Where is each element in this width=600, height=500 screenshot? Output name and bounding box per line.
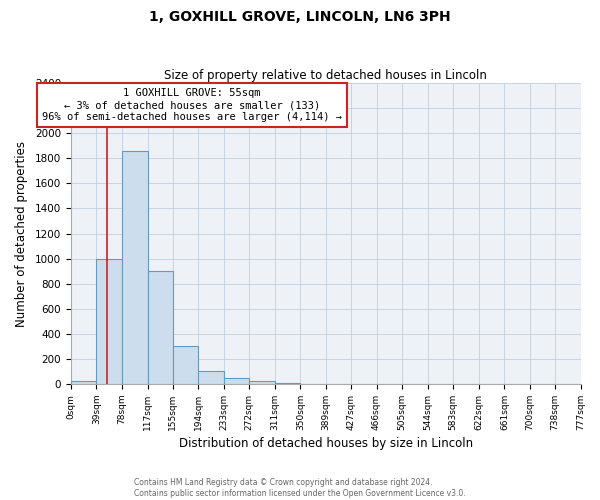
- Bar: [97, 258, 122, 384]
- Y-axis label: Number of detached properties: Number of detached properties: [15, 140, 28, 326]
- Text: Contains HM Land Registry data © Crown copyright and database right 2024.
Contai: Contains HM Land Registry data © Crown c…: [134, 478, 466, 498]
- Title: Size of property relative to detached houses in Lincoln: Size of property relative to detached ho…: [164, 69, 487, 82]
- Bar: [173, 346, 198, 384]
- Text: 1, GOXHILL GROVE, LINCOLN, LN6 3PH: 1, GOXHILL GROVE, LINCOLN, LN6 3PH: [149, 10, 451, 24]
- Bar: [71, 382, 97, 384]
- Bar: [148, 271, 173, 384]
- Text: 1 GOXHILL GROVE: 55sqm
← 3% of detached houses are smaller (133)
96% of semi-det: 1 GOXHILL GROVE: 55sqm ← 3% of detached …: [42, 88, 342, 122]
- Bar: [250, 382, 275, 384]
- Bar: [198, 372, 224, 384]
- Bar: [224, 378, 250, 384]
- Bar: [122, 151, 148, 384]
- X-axis label: Distribution of detached houses by size in Lincoln: Distribution of detached houses by size …: [179, 437, 473, 450]
